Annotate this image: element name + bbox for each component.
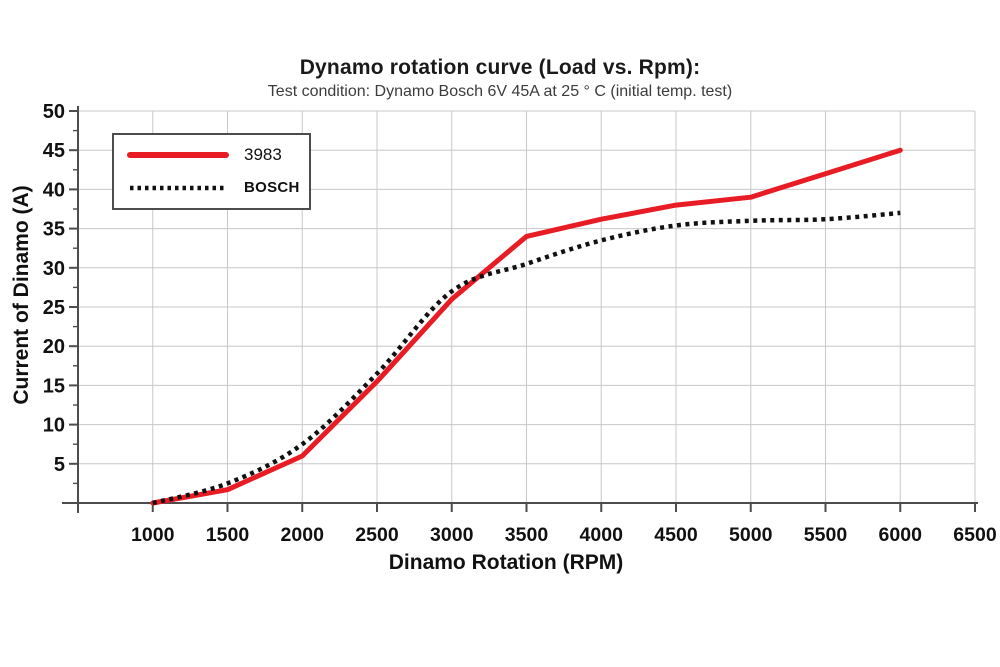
y-tick-label: 40	[43, 179, 65, 201]
y-tick-label: 25	[43, 297, 65, 319]
x-tick-label: 2000	[281, 524, 325, 546]
y-tick-label: 10	[43, 415, 65, 437]
y-tick-label: 45	[43, 140, 65, 162]
x-tick-label: 5000	[729, 524, 773, 546]
y-axis-title: Current of Dinamo (A)	[10, 185, 33, 405]
series-line-bosch	[152, 210, 901, 506]
y-tick-label: 35	[43, 219, 65, 241]
y-tick-label: 5	[54, 454, 65, 476]
x-tick-label: 1500	[206, 524, 250, 546]
x-tick-label: 5500	[804, 524, 848, 546]
legend-label-3983: 3983	[244, 145, 282, 165]
x-tick-label: 1000	[131, 524, 175, 546]
chart-subtitle: Test condition: Dynamo Bosch 6V 45A at 2…	[267, 83, 733, 100]
legend-item-bosch: BOSCH	[122, 172, 309, 204]
x-tick-label: 6500	[953, 524, 997, 546]
x-tick-label: 4500	[654, 524, 698, 546]
x-axis-title: Dinamo Rotation (RPM)	[388, 551, 624, 574]
y-tick-label: 15	[43, 375, 65, 397]
x-tick-label: 3000	[430, 524, 474, 546]
x-tick-label: 3500	[505, 524, 549, 546]
y-tick-label: 20	[43, 336, 65, 358]
legend: 3983 BOSCH	[112, 133, 311, 210]
chart-title: Dynamo rotation curve (Load vs. Rpm):	[299, 56, 701, 79]
x-tick-label: 6000	[879, 524, 923, 546]
series-line-3983	[150, 147, 903, 506]
x-tick-label: 2500	[355, 524, 399, 546]
x-tick-label: 4000	[580, 524, 624, 546]
legend-label-bosch: BOSCH	[244, 179, 300, 197]
y-tick-label: 50	[43, 101, 65, 123]
legend-item-3983: 3983	[122, 139, 309, 171]
dotted-line-swatch-icon	[130, 185, 226, 190]
solid-line-swatch-icon	[127, 152, 229, 159]
y-tick-label: 30	[43, 258, 65, 280]
